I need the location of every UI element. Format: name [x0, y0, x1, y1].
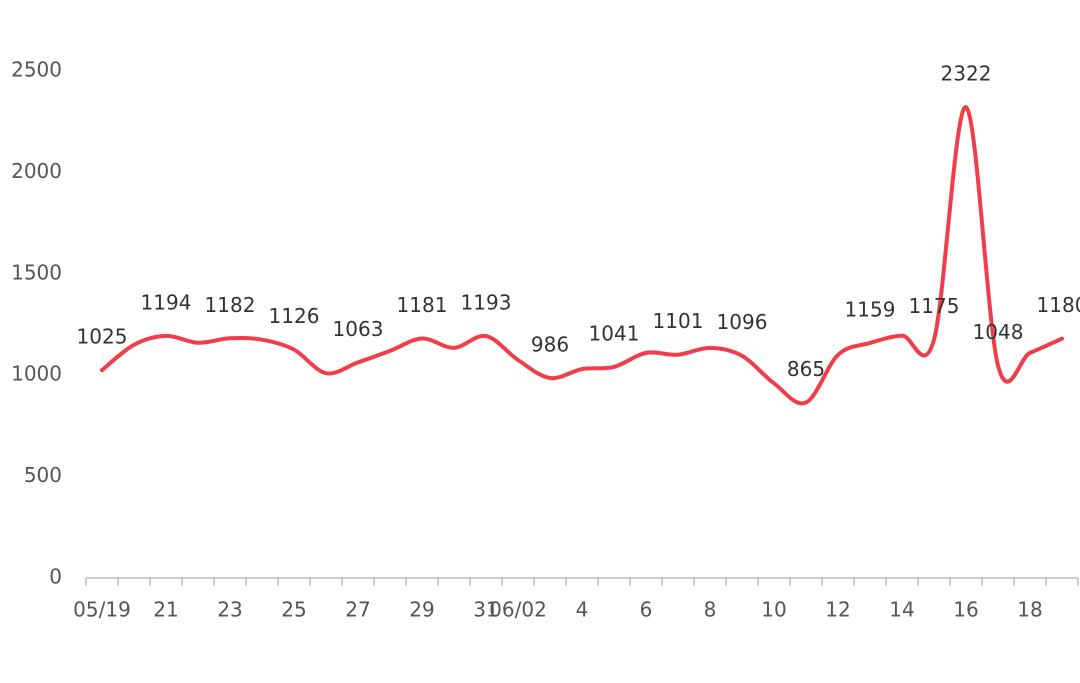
data-label: 1041: [589, 321, 640, 345]
x-tick-label: 16: [953, 598, 978, 622]
x-tick-label: 25: [281, 598, 306, 622]
y-tick-label: 1000: [11, 362, 62, 386]
data-label: 865: [787, 357, 825, 381]
y-tick-label: 1500: [11, 260, 62, 284]
data-label: 1063: [333, 317, 384, 341]
x-tick-label: 31: [473, 598, 498, 622]
data-label: 1126: [269, 304, 320, 328]
x-tick-label: 12: [825, 598, 850, 622]
y-tick-label: 500: [24, 463, 62, 487]
x-tick-label: 6: [640, 598, 653, 622]
line: [100, 105, 1064, 406]
data-label: 1194: [141, 290, 192, 314]
x-tick-label: 21: [153, 598, 178, 622]
x-tick-label: 4: [576, 598, 589, 622]
data-label: 1180: [1037, 293, 1080, 317]
x-tick-label: 10: [761, 598, 786, 622]
x-tick-label: 14: [889, 598, 914, 622]
data-label: 1025: [77, 325, 128, 349]
x-tick-label: 27: [345, 598, 370, 622]
x-tick-label: 05/19: [73, 598, 131, 622]
data-label: 1193: [461, 291, 512, 315]
x-tick-label: 18: [1017, 598, 1042, 622]
x-tick-label: 06/02: [489, 598, 547, 622]
data-label: 1181: [397, 293, 448, 317]
data-label: 2322: [941, 62, 992, 86]
y-tick-label: 2500: [11, 58, 62, 82]
data-label: 986: [531, 333, 569, 357]
data-label: 1159: [845, 297, 896, 321]
y-tick-label: 0: [49, 565, 62, 589]
data-label: 1101: [653, 309, 704, 333]
data-label: 1182: [205, 293, 256, 317]
x-tick-label: 23: [217, 598, 242, 622]
data-label: 1175: [909, 294, 960, 318]
y-tick-label: 2000: [11, 159, 62, 183]
data-label: 1096: [717, 310, 768, 334]
x-tick-label: 29: [409, 598, 434, 622]
x-tick-label: 8: [704, 598, 717, 622]
data-label: 1048: [973, 320, 1024, 344]
